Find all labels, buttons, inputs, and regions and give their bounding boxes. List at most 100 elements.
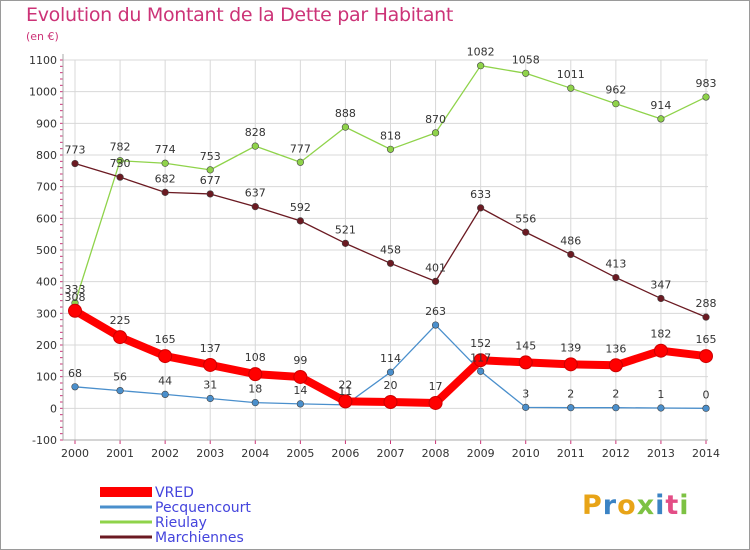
- x-tick-label: 2012: [602, 447, 630, 460]
- data-label: 633: [470, 188, 491, 201]
- legend-swatch-pecquencourt: [100, 505, 152, 509]
- chart-title: Evolution du Montant de la Dette par Hab…: [26, 4, 454, 26]
- data-point: [251, 203, 259, 211]
- data-point: [116, 173, 124, 181]
- data-label: 983: [696, 77, 717, 90]
- data-label: 99: [293, 354, 307, 367]
- data-point: [428, 395, 443, 410]
- data-point: [653, 343, 668, 358]
- data-point: [612, 273, 620, 282]
- data-label: 458: [380, 243, 401, 256]
- logo-letter: o: [617, 490, 637, 521]
- data-point: [386, 259, 395, 267]
- data-label: 11: [338, 385, 352, 398]
- data-label: 182: [650, 328, 671, 341]
- data-point: [657, 294, 665, 303]
- data-point: [161, 390, 169, 399]
- logo-letter: i: [655, 490, 666, 521]
- data-point: [702, 313, 710, 321]
- logo-letter: x: [636, 490, 656, 521]
- x-tick-label: 2010: [512, 447, 540, 460]
- data-point: [567, 250, 575, 259]
- data-label: 17: [429, 380, 443, 393]
- data-label: 68: [68, 367, 82, 380]
- data-point: [657, 115, 665, 123]
- logo-letter: i: [679, 490, 690, 521]
- data-label: 136: [605, 342, 626, 355]
- data-label: 145: [515, 339, 536, 352]
- data-point: [612, 100, 620, 108]
- y-tick-label: 300: [36, 307, 57, 320]
- logo-letter: t: [665, 490, 680, 521]
- data-point: [251, 399, 259, 407]
- legend-label-rieulay: Rieulay: [155, 515, 207, 531]
- data-label: 828: [245, 126, 266, 139]
- logo-letter: r: [602, 490, 618, 521]
- data-point: [71, 383, 79, 391]
- data-label: 2: [612, 388, 619, 401]
- y-tick-label: 100: [36, 371, 57, 384]
- data-point: [383, 395, 398, 409]
- data-label: 773: [65, 144, 86, 157]
- x-tick-label: 2014: [692, 447, 720, 460]
- data-point: [296, 217, 304, 225]
- data-label: 413: [605, 258, 626, 271]
- data-label: 20: [384, 379, 398, 392]
- data-label: 165: [696, 333, 717, 346]
- data-point: [431, 321, 440, 329]
- legend-swatch-marchiennes: [100, 535, 152, 539]
- data-label: 333: [65, 283, 86, 296]
- data-point: [293, 369, 308, 384]
- data-point: [702, 404, 710, 412]
- data-label: 1082: [467, 46, 495, 59]
- data-label: 117: [470, 351, 491, 364]
- data-label: 108: [245, 351, 266, 364]
- data-point: [522, 403, 530, 411]
- data-point: [477, 204, 485, 212]
- x-tick-label: 2009: [467, 447, 495, 460]
- data-label: 139: [560, 341, 581, 354]
- data-point: [608, 358, 623, 373]
- gridlines: [63, 59, 708, 441]
- data-label: 753: [200, 150, 221, 163]
- x-tick-label: 2007: [377, 447, 405, 460]
- data-point: [296, 400, 304, 408]
- data-point: [341, 239, 350, 247]
- data-point: [251, 142, 259, 150]
- data-point: [206, 166, 214, 174]
- legend-label-pecquencourt: Pecquencourt: [155, 500, 251, 516]
- data-label: 225: [110, 314, 131, 327]
- data-label: 22: [338, 378, 352, 391]
- data-label: 0: [703, 388, 710, 401]
- data-label: 556: [515, 212, 536, 225]
- data-label: 914: [650, 99, 671, 112]
- y-tick-label: -100: [32, 434, 57, 447]
- data-label: 14: [293, 384, 307, 397]
- legend-label-vred: VRED: [155, 485, 194, 501]
- data-point: [71, 159, 79, 168]
- data-label: 401: [425, 261, 446, 274]
- data-label: 18: [248, 383, 262, 396]
- axes: -100010020030040050060070080090010001100…: [29, 54, 720, 460]
- data-label: 308: [65, 291, 86, 304]
- data-label: 263: [425, 305, 446, 318]
- data-label: 44: [158, 374, 172, 387]
- data-point: [567, 404, 575, 412]
- data-point: [68, 303, 82, 318]
- data-point: [161, 188, 169, 196]
- x-tick-label: 2004: [241, 447, 269, 460]
- data-label: 870: [425, 113, 446, 126]
- y-tick-label: 1100: [29, 54, 57, 67]
- legend-label-marchiennes: Marchiennes: [155, 530, 244, 546]
- y-tick-label: 600: [36, 212, 57, 225]
- data-point: [116, 387, 124, 395]
- data-label: 682: [155, 172, 176, 185]
- data-point: [567, 84, 575, 92]
- data-point: [248, 367, 263, 382]
- data-label: 347: [650, 278, 671, 291]
- data-label: 56: [113, 371, 127, 384]
- data-point: [477, 62, 485, 70]
- data-point: [206, 190, 214, 198]
